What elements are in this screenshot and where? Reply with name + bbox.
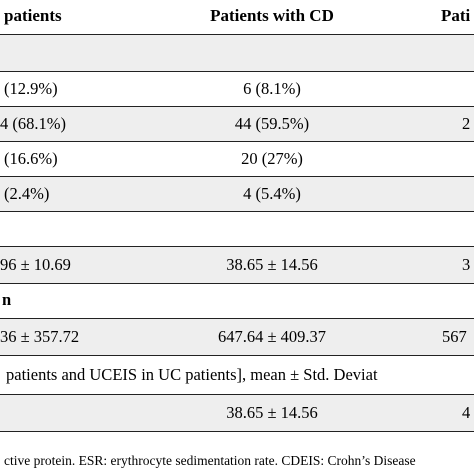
cell-col1: 4 (68.1%) [0,114,66,133]
footnote-text: ctive protein. ESR: erythrocyte sediment… [4,453,416,468]
cell-col1: patients and UCEIS in UC patients], mean… [6,365,378,384]
table-footnote: ctive protein. ESR: erythrocyte sediment… [0,449,474,474]
cell-col2: 6 (8.1%) [243,79,301,98]
row-divider [0,211,474,212]
header-rule [0,34,474,35]
header-col3: Pati [441,6,471,25]
table-row: 4 (68.1%) 44 (59.5%) 2 [0,107,474,141]
table-row: 36 ± 357.72 647.64 ± 409.37 567 [0,319,474,355]
row-divider [0,318,474,319]
cell-col2: 44 (59.5%) [234,114,310,133]
row-divider [0,246,474,247]
row-divider [0,176,474,177]
header-col2: Patients with CD [210,6,334,25]
cell-col3: 567 [442,327,467,346]
row-divider [0,71,474,72]
cell-col1: 96 ± 10.69 [0,255,71,274]
table-row: (16.6%) 20 (27%) [0,142,474,176]
cell-col3: 2 [462,114,471,133]
cell-col3: 3 [462,255,471,274]
table-row: 96 ± 10.69 38.65 ± 14.56 3 [0,247,474,283]
row-divider [0,283,474,284]
cell-col1: n [2,290,12,309]
table-row: 38.65 ± 14.56 4 [0,395,474,431]
table-row [0,35,474,71]
row-divider [0,394,474,395]
table-row: patients and UCEIS in UC patients], mean… [0,356,474,394]
cell-col2: 38.65 ± 14.56 [226,255,318,274]
table-row: n [0,284,474,318]
cell-col1: (16.6%) [4,149,58,168]
table-header-row: patients Patients with CD Pati [0,0,474,34]
row-divider [0,106,474,107]
table-row [0,212,474,246]
cell-col3: 4 [462,403,471,422]
cell-col1: 36 ± 357.72 [0,327,80,346]
table-bottom-rule [0,431,474,432]
cell-col2: 4 (5.4%) [243,184,301,203]
cell-col2: 647.64 ± 409.37 [217,327,327,346]
row-divider [0,141,474,142]
cell-col2: 20 (27%) [241,149,303,168]
cell-col1: (12.9%) [4,79,58,98]
row-divider [0,355,474,356]
cell-col1: (2.4%) [4,184,50,203]
cell-col2: 38.65 ± 14.56 [226,403,318,422]
table-row: (12.9%) 6 (8.1%) [0,72,474,106]
header-col1: patients [4,6,62,25]
table-row: (2.4%) 4 (5.4%) [0,177,474,211]
